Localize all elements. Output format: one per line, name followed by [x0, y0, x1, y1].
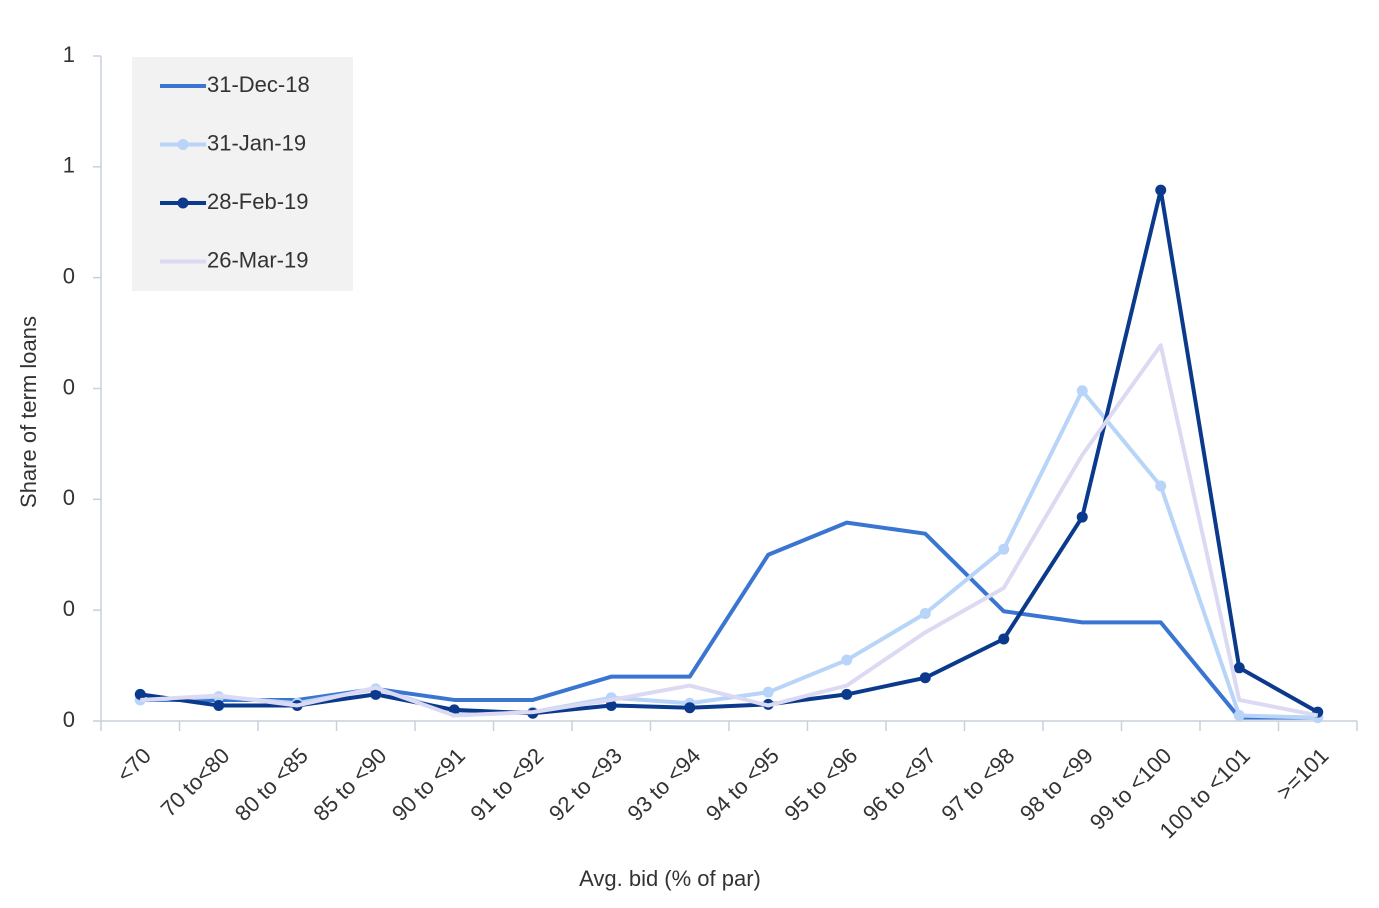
legend-label: 26-Mar-19 — [207, 247, 308, 272]
point — [998, 543, 1010, 555]
x-tick-label: 94 to <95 — [701, 743, 784, 826]
legend-box — [132, 57, 353, 291]
point — [1233, 662, 1245, 674]
x-tick-label: 93 to <94 — [622, 743, 705, 826]
legend-marker — [177, 139, 189, 150]
y-tick-label: 0 — [63, 374, 75, 399]
x-tick-label: 97 to <98 — [936, 743, 1019, 826]
series-line — [140, 343, 1319, 718]
x-tick-label: <70 — [112, 743, 156, 787]
x-tick-label: 80 to <85 — [230, 743, 313, 826]
y-tick-label: 0 — [63, 707, 75, 732]
point — [134, 688, 146, 700]
point — [919, 607, 931, 619]
x-axis-title: Avg. bid (% of par) — [579, 866, 761, 891]
point — [1076, 511, 1088, 523]
legend-label: 31-Dec-18 — [207, 72, 310, 97]
y-tick-label: 0 — [63, 485, 75, 510]
x-tick-label: 85 to <90 — [308, 743, 391, 826]
y-tick-label: 0 — [63, 263, 75, 288]
x-tick-label: 96 to <97 — [858, 743, 941, 826]
series-line — [140, 520, 1318, 720]
point — [605, 699, 617, 711]
y-axis-title: Share of term loans — [16, 316, 41, 508]
y-tick-label: 0 — [63, 596, 75, 621]
x-tick-label: 91 to <92 — [465, 743, 548, 826]
x-tick-label: 90 to <91 — [387, 743, 470, 826]
point — [762, 686, 774, 698]
point — [684, 702, 696, 714]
point — [213, 699, 225, 711]
x-tick-label: 92 to <93 — [544, 743, 627, 826]
point — [1155, 184, 1167, 196]
point — [370, 688, 382, 700]
point — [1076, 385, 1088, 397]
series-line — [139, 188, 1319, 716]
x-tick-label: >=101 — [1272, 743, 1334, 805]
legend-marker — [177, 197, 189, 209]
point — [919, 672, 931, 684]
y-tick-label: 1 — [63, 153, 75, 178]
y-tick-label: 1 — [63, 42, 75, 67]
x-tick-label: 70 to<80 — [156, 743, 235, 822]
series-line — [140, 388, 1318, 720]
x-tick-label: 95 to <96 — [779, 743, 862, 826]
x-tick-label: 98 to <99 — [1015, 743, 1098, 826]
point — [841, 688, 853, 700]
legend-label: 31-Jan-19 — [207, 130, 306, 155]
point — [1233, 709, 1245, 721]
point — [998, 633, 1010, 645]
legend-label: 28-Feb-19 — [207, 189, 309, 214]
point — [1155, 480, 1167, 492]
point — [841, 654, 853, 666]
